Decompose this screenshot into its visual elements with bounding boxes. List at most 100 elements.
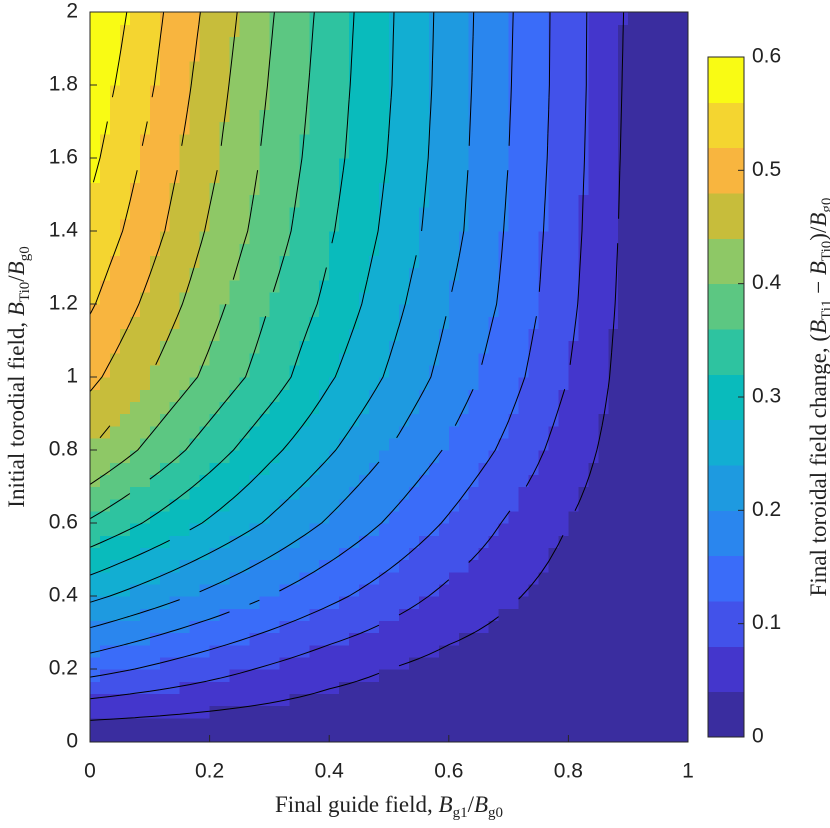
contour-cell [189, 669, 201, 682]
contour-cell [299, 437, 310, 451]
contour-cell [349, 717, 360, 731]
contour-cell [249, 450, 261, 463]
contour-cell [269, 401, 280, 415]
contour-cell [249, 620, 261, 634]
contour-cell [139, 693, 151, 707]
contour-cell [488, 60, 500, 74]
contour-cell [578, 243, 589, 256]
contour-cell [219, 717, 231, 731]
contour-cell [438, 24, 450, 37]
contour-cell [219, 669, 231, 682]
contour-cell [618, 316, 629, 329]
contour-cell [668, 36, 679, 50]
contour-cell [269, 486, 280, 500]
contour-cell [478, 109, 490, 123]
contour-cell [438, 377, 450, 390]
contour-cell [90, 413, 101, 427]
contour-cell [498, 352, 510, 366]
contour-cell [558, 510, 569, 524]
contour-cell [159, 170, 171, 183]
contour-cell [458, 255, 470, 269]
contour-cell [259, 717, 270, 731]
contour-cell [119, 717, 131, 731]
contour-cell [478, 510, 490, 524]
contour-cell [458, 243, 470, 256]
contour-cell [438, 450, 450, 463]
contour-cell [99, 12, 111, 25]
contour-cell [289, 474, 300, 488]
contour-cell [578, 498, 589, 512]
contour-cell [498, 656, 510, 670]
contour-cell [119, 85, 131, 98]
contour-cell [359, 413, 370, 427]
contour-cell [109, 194, 121, 208]
contour-cell [538, 498, 550, 512]
contour-cell [309, 681, 320, 694]
contour-cell [628, 547, 639, 561]
contour-cell [169, 669, 181, 682]
contour-cell [159, 267, 171, 281]
contour-cell [139, 48, 151, 62]
contour-cell [289, 413, 300, 427]
contour-cell [169, 510, 181, 524]
contour-cell [588, 279, 599, 293]
contour-cell [209, 291, 221, 305]
contour-cell [379, 571, 390, 585]
contour-cell [149, 85, 161, 98]
contour-cell [418, 85, 430, 98]
contour-cell [379, 583, 390, 597]
contour-cell [319, 121, 330, 135]
contour-cell [668, 48, 679, 62]
contour-cell [508, 474, 520, 488]
contour-cell [149, 352, 161, 366]
contour-cell [608, 486, 619, 500]
contour-cell [398, 498, 410, 512]
contour-cell [558, 255, 569, 269]
contour-cell [229, 535, 241, 548]
contour-cell [588, 352, 599, 366]
contour-cell [269, 48, 280, 62]
contour-cell [289, 218, 300, 232]
contour-cell [528, 194, 540, 208]
contour-cell [299, 450, 310, 463]
contour-cell [299, 158, 310, 171]
contour-cell [299, 36, 310, 50]
contour-cell [349, 291, 360, 305]
contour-cell [329, 656, 340, 670]
contour-cell [119, 328, 131, 342]
contour-cell [279, 535, 290, 548]
contour-cell [598, 60, 609, 74]
label-part: )/ [806, 226, 830, 241]
contour-cell [428, 218, 440, 232]
contour-cell [269, 97, 280, 110]
contour-cell [538, 97, 550, 110]
contour-cell [389, 218, 400, 232]
contour-cell [139, 498, 151, 512]
contour-cell [299, 669, 310, 682]
contour-cell [528, 279, 540, 293]
contour-cell [339, 717, 350, 731]
contour-cell [349, 182, 360, 196]
contour-cell [149, 608, 161, 621]
contour-cell [109, 85, 121, 98]
contour-cell [159, 109, 171, 123]
contour-cell [289, 170, 300, 183]
contour-cell [349, 693, 360, 707]
contour-cell [678, 559, 689, 573]
contour-cell [628, 705, 639, 719]
contour-cell [319, 60, 330, 74]
contour-cell [249, 559, 261, 573]
contour-cell [408, 316, 420, 329]
contour-cell [179, 498, 191, 512]
contour-cell [369, 304, 380, 317]
contour-cell [99, 85, 111, 98]
contour-cell [468, 145, 480, 159]
contour-cell [438, 717, 450, 731]
contour-cell [109, 644, 121, 658]
colorbar-tick-label: 0.5 [752, 158, 781, 181]
contour-cell [408, 206, 420, 220]
contour-cell [458, 352, 470, 366]
contour-cell [448, 377, 460, 390]
contour-cell [418, 328, 430, 342]
contour-cell [369, 133, 380, 147]
